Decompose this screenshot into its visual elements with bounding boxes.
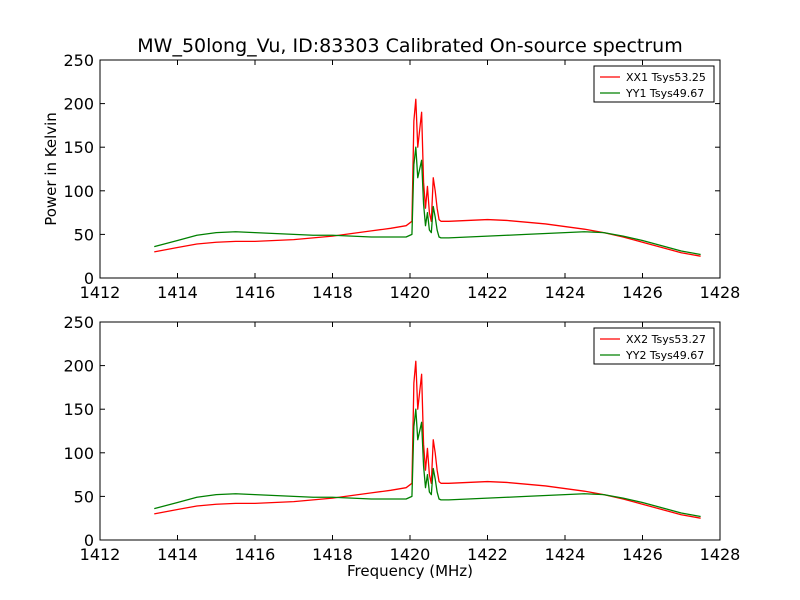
x-tick-label: 1424 bbox=[545, 283, 586, 302]
x-tick-label: 1416 bbox=[235, 545, 276, 564]
legend-entry-label: YY1 Tsys49.67 bbox=[625, 87, 704, 100]
legend-box bbox=[593, 65, 715, 103]
legend: XX1 Tsys53.25 YY1 Tsys49.67 bbox=[593, 65, 715, 103]
legend-box bbox=[593, 327, 715, 365]
x-tick-label: 1412 bbox=[80, 545, 121, 564]
y-axis-label: Power in Kelvin bbox=[42, 112, 60, 226]
x-tick-label: 1422 bbox=[467, 283, 508, 302]
top-spectrum-panel: 1412 1414 1416 1418 1420 1422 1424 1426 1428 0 50 1… bbox=[42, 51, 740, 302]
x-tick-label: 1420 bbox=[390, 283, 431, 302]
y-tick-label: 100 bbox=[63, 444, 94, 463]
y-tick-label: 100 bbox=[63, 182, 94, 201]
x-tick-label: 1420 bbox=[390, 545, 431, 564]
x-tick-label: 1412 bbox=[80, 283, 121, 302]
bottom-spectrum-panel: 1412 1414 1416 1418 1420 1422 1424 1426 1428 0 50 1… bbox=[63, 313, 740, 580]
y-tick-label: 50 bbox=[74, 487, 94, 506]
y-tick-label: 250 bbox=[63, 313, 94, 332]
x-tick-label: 1426 bbox=[622, 283, 663, 302]
legend: XX2 Tsys53.27 YY2 Tsys49.67 bbox=[593, 327, 715, 365]
x-axis-label: Frequency (MHz) bbox=[347, 562, 473, 580]
y-tick-label: 250 bbox=[63, 51, 94, 70]
y-tick-label: 150 bbox=[63, 400, 94, 419]
figure-title: MW_50long_Vu, ID:83303 Calibrated On-sou… bbox=[137, 35, 682, 57]
y-tick-label: 200 bbox=[63, 95, 94, 114]
x-tick-label: 1424 bbox=[545, 545, 586, 564]
y-tick-label: 50 bbox=[74, 225, 94, 244]
legend-entry-label: YY2 Tsys49.67 bbox=[625, 349, 704, 362]
x-tick-label: 1418 bbox=[312, 283, 353, 302]
series-line-xx bbox=[154, 98, 701, 257]
y-tick-label: 0 bbox=[84, 531, 94, 550]
x-tick-label: 1414 bbox=[157, 545, 198, 564]
series-line-yy bbox=[154, 146, 701, 256]
x-tick-label: 1428 bbox=[700, 545, 741, 564]
x-tick-label: 1416 bbox=[235, 283, 276, 302]
x-tick-label: 1422 bbox=[467, 545, 508, 564]
y-tick-label: 150 bbox=[63, 138, 94, 157]
series-line-xx bbox=[154, 360, 701, 519]
y-tick-label: 200 bbox=[63, 357, 94, 376]
legend-entry-label: XX1 Tsys53.25 bbox=[626, 71, 706, 84]
legend-entry-label: XX2 Tsys53.27 bbox=[626, 333, 706, 346]
series-line-yy bbox=[154, 408, 701, 518]
x-tick-label: 1414 bbox=[157, 283, 198, 302]
x-tick-label: 1428 bbox=[700, 283, 741, 302]
y-tick-label: 0 bbox=[84, 269, 94, 288]
x-tick-label: 1426 bbox=[622, 545, 663, 564]
x-tick-label: 1418 bbox=[312, 545, 353, 564]
